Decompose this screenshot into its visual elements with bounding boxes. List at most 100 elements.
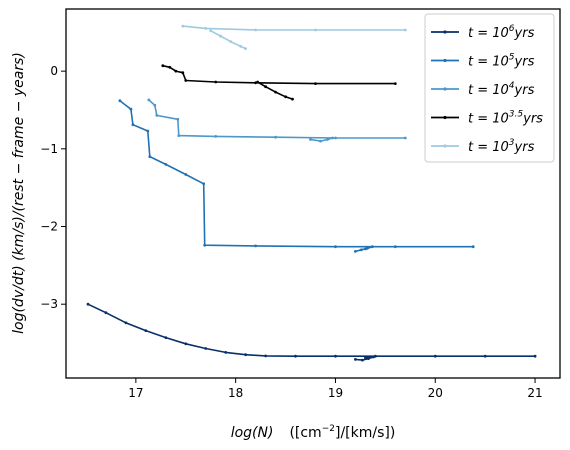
legend-marker: [443, 58, 447, 63]
data-point: [403, 28, 407, 32]
legend-item: t = 103yrs: [431, 138, 535, 155]
y-tick-label: −3: [40, 297, 58, 311]
data-point: [176, 117, 180, 121]
data-point: [239, 44, 243, 48]
data-point: [393, 82, 397, 85]
data-point: [161, 64, 165, 68]
data-point: [264, 85, 267, 89]
data-point: [146, 129, 150, 133]
data-point: [326, 138, 329, 141]
series-t-10-6-yrs: [86, 302, 537, 362]
data-point: [364, 247, 367, 251]
series-t-10-5-yrs: [118, 99, 475, 253]
legend-marker: [443, 87, 447, 91]
data-point: [184, 79, 188, 82]
data-point: [309, 138, 312, 141]
y-tick-label: −2: [40, 220, 58, 234]
data-point: [314, 28, 317, 32]
data-point: [393, 245, 397, 249]
data-point: [254, 28, 257, 32]
legend-box: [424, 13, 555, 163]
data-point: [214, 80, 218, 84]
data-point: [433, 354, 437, 358]
data-point: [533, 354, 537, 358]
data-point: [264, 354, 267, 358]
data-point: [204, 27, 208, 30]
data-point: [471, 245, 475, 249]
data-point: [184, 342, 188, 346]
data-point: [254, 244, 257, 248]
data-point: [367, 357, 370, 360]
legend-item: t = 104yrs: [431, 81, 535, 98]
y-axis-label: log(dv/dt) (km/s)/(rest − frame − years): [11, 52, 27, 334]
data-point: [131, 123, 135, 127]
data-point: [319, 139, 322, 143]
data-point: [274, 135, 277, 139]
legend-item: t = 103.5yrs: [431, 110, 543, 127]
data-point: [86, 302, 90, 306]
data-point: [214, 135, 218, 138]
series-t-10-3-yrs: [181, 24, 407, 50]
data-point: [294, 354, 297, 358]
data-point: [181, 24, 185, 28]
legend-label: t = 104yrs: [468, 81, 535, 98]
data-point: [148, 155, 152, 159]
x-tick-label: 21: [527, 386, 542, 400]
x-axis-label: log(N) ([cm−2]/[km/s]): [231, 424, 396, 441]
series-branch: [257, 81, 293, 100]
data-point: [314, 82, 317, 85]
data-point: [129, 107, 133, 111]
data-point: [202, 182, 206, 186]
series-t-10-4-yrs: [147, 98, 407, 143]
series-line: [87, 303, 536, 357]
data-point: [334, 354, 337, 358]
data-point: [209, 29, 213, 33]
y-tick-label: −1: [40, 142, 58, 156]
data-point: [177, 134, 181, 138]
series-line: [119, 100, 474, 248]
data-point: [118, 99, 122, 103]
series-t-10-3-5-yrs: [161, 64, 397, 101]
x-tick-label: 18: [228, 386, 243, 400]
data-point: [224, 351, 228, 354]
y-tick-label: 0: [50, 64, 58, 78]
data-point: [334, 245, 337, 249]
legend-marker: [443, 30, 447, 34]
data-point: [229, 40, 233, 43]
plot-frame: [65, 8, 561, 379]
legend-marker: [443, 144, 447, 148]
data-point: [372, 355, 375, 359]
data-point: [244, 47, 248, 50]
y-axis: 0 −1 −2 −3: [40, 64, 66, 311]
series-line: [182, 25, 406, 31]
data-point: [284, 95, 287, 99]
data-point: [354, 250, 357, 253]
legend-label: t = 103yrs: [468, 138, 535, 155]
data-point: [104, 311, 108, 315]
data-point: [331, 136, 334, 140]
legend-item: t = 105yrs: [431, 53, 535, 70]
data-point: [124, 321, 128, 325]
data-point: [184, 173, 188, 176]
data-point: [203, 243, 207, 247]
data-point: [291, 97, 294, 101]
data-point: [147, 98, 151, 102]
x-tick-label: 20: [428, 386, 443, 400]
legend-label: t = 105yrs: [468, 53, 535, 70]
data-point: [174, 69, 178, 73]
data-point: [364, 356, 367, 360]
series-line: [148, 99, 406, 139]
legend-marker: [443, 115, 447, 120]
data-point: [153, 103, 157, 107]
legend-item: t = 106yrs: [431, 24, 535, 41]
data-point: [155, 114, 159, 117]
data-point: [181, 71, 185, 75]
data-point: [334, 136, 337, 140]
x-tick-label: 17: [128, 386, 143, 400]
data-point: [164, 163, 168, 166]
data-point: [403, 136, 407, 140]
data-point: [274, 90, 277, 94]
data-point: [144, 329, 148, 332]
data-point: [360, 248, 363, 252]
